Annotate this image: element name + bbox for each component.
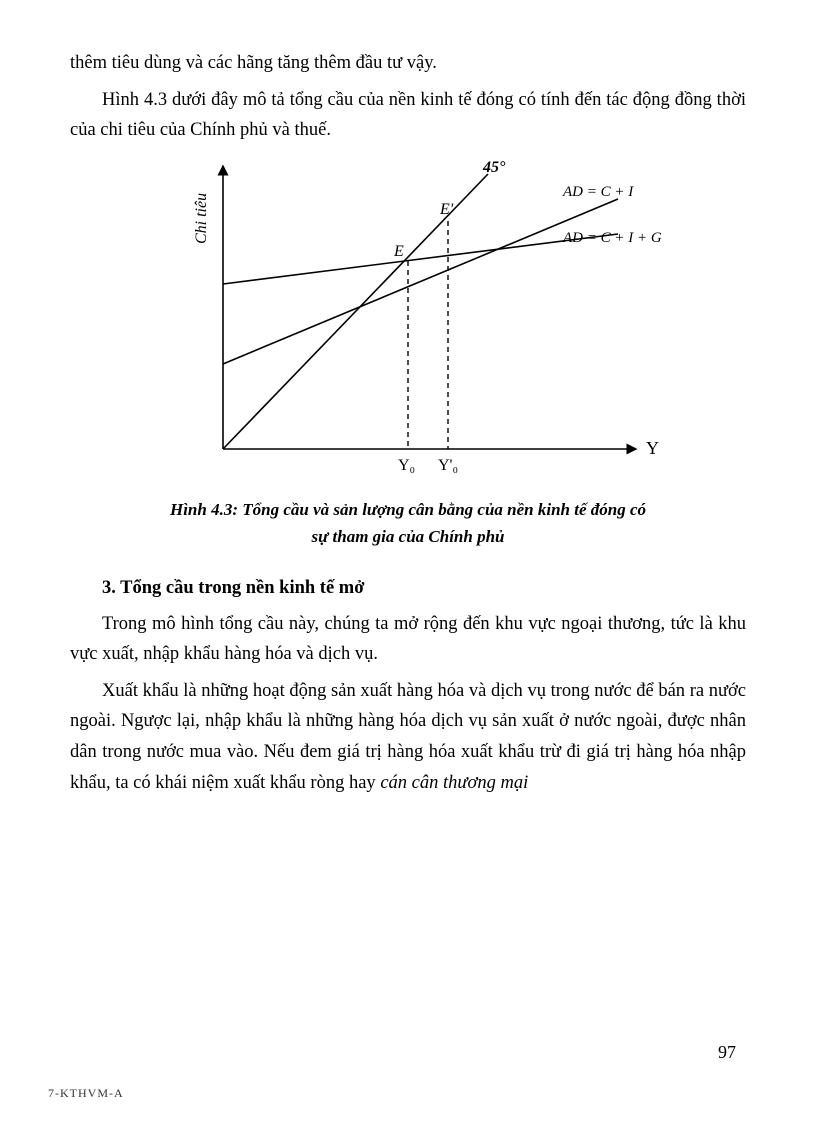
paragraph-2: Hình 4.3 dưới đây mô tả tổng cầu của nền… xyxy=(70,85,746,146)
ad-lower-label: AD = C + I + G xyxy=(562,230,662,246)
ad-upper-label: AD = C + I xyxy=(562,184,634,200)
paragraph-3: Trong mô hình tổng cầu này, chúng ta mở … xyxy=(70,609,746,670)
figure-caption: Hình 4.3: Tổng cầu và sản lượng cân bằng… xyxy=(110,496,706,550)
tick-y0prime-label: Y'₀ xyxy=(438,457,458,474)
page-number: 97 xyxy=(718,1042,736,1063)
caption-line-1: Hình 4.3: Tổng cầu và sản lượng cân bằng… xyxy=(170,500,646,519)
angle-45-label: 45° xyxy=(482,159,506,176)
paragraph-1: thêm tiêu dùng và các hãng tăng thêm đầu… xyxy=(70,48,746,79)
para4-italic: cán cân thương mại xyxy=(380,773,528,793)
tick-y0-label: Y₀ xyxy=(398,457,415,474)
caption-line-2: sự tham gia của Chính phủ xyxy=(311,527,504,546)
footer-code: 7-KTHVM-A xyxy=(48,1086,124,1101)
chart-container: Chi tiêu Y 45° AD = C + I AD = C + I + G… xyxy=(70,154,746,484)
point-eprime-label: E' xyxy=(439,201,454,218)
line-ad-c-i xyxy=(223,199,618,364)
point-e-label: E xyxy=(393,243,404,260)
section-heading: 3. Tổng cầu trong nền kinh tế mở xyxy=(102,578,746,599)
paragraph-4: Xuất khẩu là những hoạt động sản xuất hà… xyxy=(70,676,746,798)
line-ad-c-i-g xyxy=(223,234,618,284)
x-axis-label: Y xyxy=(646,438,659,458)
aggregate-demand-chart: Chi tiêu Y 45° AD = C + I AD = C + I + G… xyxy=(148,154,668,484)
y-axis-label: Chi tiêu xyxy=(193,192,210,243)
